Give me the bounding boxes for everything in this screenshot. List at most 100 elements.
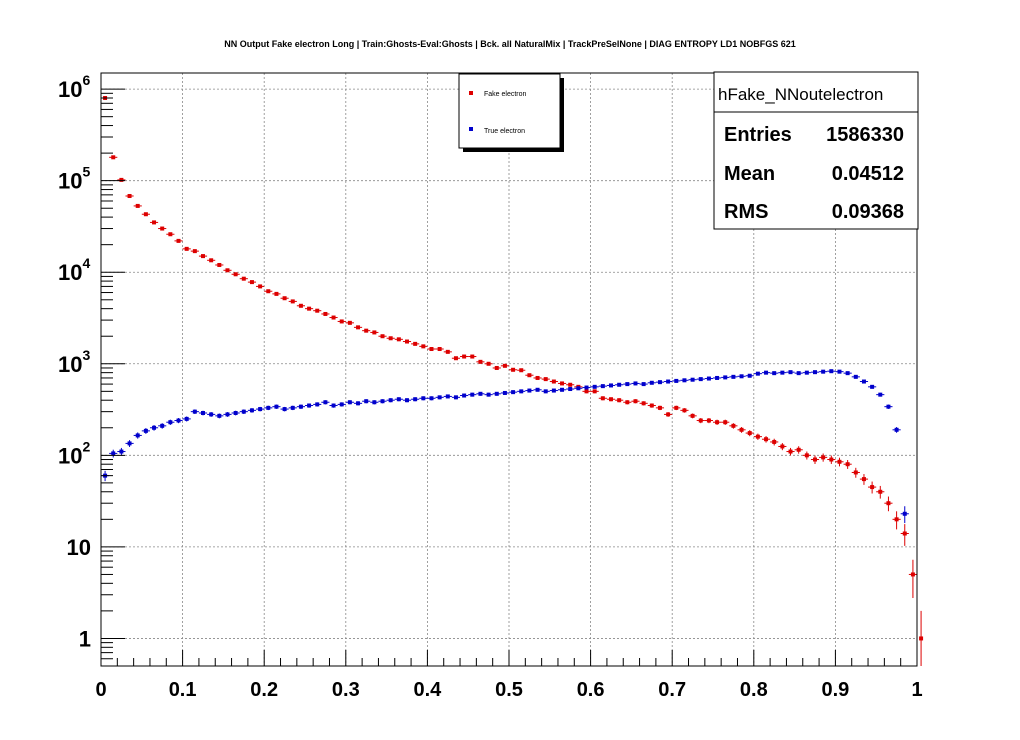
data-point: [356, 401, 361, 406]
data-point: [527, 373, 532, 378]
x-tick-label: 0.5: [495, 679, 523, 701]
data-point: [845, 371, 850, 376]
data-point: [380, 334, 385, 339]
data-point: [372, 400, 377, 405]
x-tick-label: 0.8: [740, 679, 768, 701]
data-point: [682, 408, 687, 413]
data-point: [217, 413, 222, 418]
data-point: [698, 377, 703, 382]
data-point: [347, 400, 352, 405]
data-point: [519, 389, 524, 394]
data-point: [723, 375, 728, 380]
data-point: [796, 371, 801, 376]
data-point: [152, 425, 157, 430]
data-point: [405, 339, 409, 344]
data-point: [486, 361, 491, 366]
data-point: [666, 379, 671, 384]
data-point: [780, 444, 785, 449]
data-point: [657, 405, 662, 410]
data-point: [894, 517, 899, 522]
data-point: [396, 337, 401, 342]
data-point: [437, 395, 442, 400]
data-point: [731, 423, 736, 428]
data-point: [241, 409, 246, 414]
data-point: [829, 457, 834, 462]
data-point: [625, 382, 630, 387]
data-point: [861, 477, 866, 482]
data-point: [511, 367, 516, 372]
data-point: [225, 412, 230, 417]
data-point: [364, 328, 369, 333]
data-point: [674, 405, 679, 410]
data-point: [568, 387, 573, 392]
data-point: [184, 246, 189, 251]
data-point: [788, 370, 793, 375]
data-point: [274, 291, 279, 296]
data-point: [641, 401, 646, 406]
x-tick-label: 0.2: [250, 679, 278, 701]
data-point: [519, 368, 524, 373]
data-point: [119, 177, 124, 182]
x-tick-label: 0.7: [658, 679, 686, 701]
data-point: [225, 268, 230, 273]
data-point: [429, 396, 434, 401]
data-point: [535, 387, 540, 392]
data-point: [388, 398, 393, 403]
data-point: [266, 405, 271, 410]
x-tick-label: 0.3: [332, 679, 360, 701]
data-point: [902, 511, 907, 516]
data-point: [478, 391, 483, 396]
data-point: [755, 371, 760, 376]
data-point: [690, 413, 695, 418]
data-point: [160, 423, 165, 428]
data-point: [445, 349, 450, 354]
series-layer: [101, 95, 924, 666]
y-tick-exponent: 4: [82, 255, 90, 271]
data-point: [837, 459, 842, 464]
data-point: [143, 428, 148, 433]
y-tick-exponent: 3: [82, 347, 90, 363]
data-point: [413, 341, 418, 346]
data-point: [878, 392, 883, 397]
data-point: [804, 370, 809, 375]
data-point: [878, 489, 883, 494]
data-point: [176, 238, 181, 243]
data-point: [209, 412, 214, 417]
data-point: [486, 392, 491, 397]
data-point: [249, 408, 254, 413]
data-point: [796, 447, 801, 452]
data-point: [560, 381, 565, 386]
data-point: [233, 272, 238, 277]
data-point: [543, 377, 548, 382]
y-tick-label: 104: [58, 255, 90, 285]
data-point: [584, 385, 589, 390]
y-tick-label: 1: [79, 626, 91, 651]
data-point: [119, 449, 124, 454]
data-point: [625, 400, 630, 405]
y-tick-base: 1: [79, 626, 91, 651]
data-point: [682, 378, 687, 383]
y-tick-label: 106: [58, 72, 90, 102]
data-point: [274, 404, 279, 409]
data-point: [307, 403, 312, 408]
data-point: [160, 226, 165, 231]
data-point: [380, 399, 385, 404]
data-point: [649, 403, 654, 408]
data-point: [755, 434, 760, 439]
data-point: [804, 453, 809, 458]
data-point: [674, 378, 679, 383]
data-point: [192, 249, 197, 254]
data-point: [298, 303, 303, 308]
legend-box: [458, 73, 561, 149]
data-point: [902, 531, 907, 536]
data-point: [690, 377, 695, 382]
x-tick-label: 0.9: [821, 679, 849, 701]
data-point: [617, 382, 622, 387]
data-point: [600, 396, 605, 401]
stats-box-frame: [713, 71, 919, 230]
data-point: [551, 388, 556, 393]
data-point: [364, 399, 369, 404]
stats-mean-label: Mean: [724, 163, 775, 185]
data-point: [772, 439, 777, 444]
y-tick-base: 10: [58, 443, 82, 468]
